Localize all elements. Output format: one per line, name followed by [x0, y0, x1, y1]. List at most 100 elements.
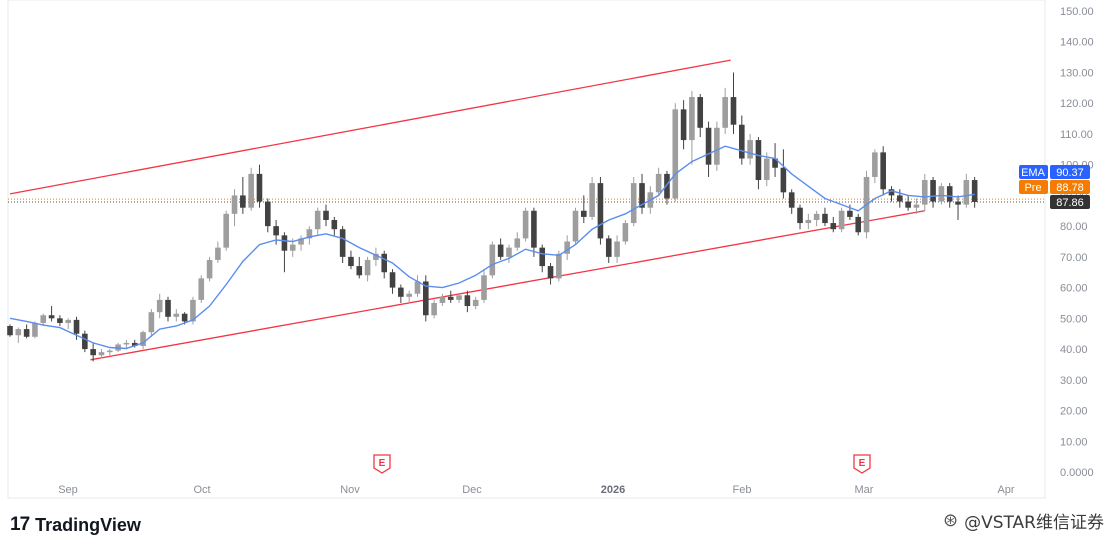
candle-body [223, 213, 230, 248]
y-tick-label: 40.00 [1060, 344, 1088, 356]
candle-body [314, 210, 321, 230]
earnings-marker-shape [853, 454, 871, 474]
candle [930, 176, 936, 208]
candle [855, 213, 862, 236]
candle [348, 250, 354, 270]
candle [231, 189, 238, 227]
candle-body [414, 281, 421, 294]
earnings-marker-label: E [379, 458, 386, 469]
tradingview-logo[interactable]: 17 TradingView [10, 514, 141, 536]
candle-body [963, 180, 970, 205]
candle [805, 213, 812, 230]
lower-channel-line [90, 210, 925, 361]
candle [597, 176, 604, 245]
candle [564, 235, 570, 260]
candle-body [90, 349, 96, 356]
candle [223, 210, 230, 251]
candle-body [389, 272, 396, 288]
candle-body [497, 244, 504, 257]
candle [531, 207, 537, 257]
tradingview-logo-text: TradingView [35, 514, 141, 535]
earnings-marker[interactable]: E [853, 454, 871, 474]
candle [722, 87, 728, 134]
x-tick-label: Dec [462, 484, 482, 496]
ema-tag-label-bg [1019, 165, 1048, 179]
candle-body [481, 275, 487, 300]
price-reference-lines [8, 198, 1045, 203]
candle-body [581, 210, 587, 217]
candle-body [897, 195, 903, 202]
candle-body [755, 140, 762, 181]
candle-body [838, 210, 845, 230]
candle-body [747, 140, 753, 159]
candle-body [289, 244, 296, 251]
candle [755, 137, 762, 190]
earnings-marker[interactable]: E [373, 454, 391, 474]
candle [955, 195, 961, 220]
candle [522, 207, 529, 242]
plot-border [7, 0, 1046, 499]
pre-tag-label-bg [1019, 180, 1048, 194]
candle-body [256, 173, 263, 202]
candle [464, 290, 471, 313]
candle [356, 256, 363, 279]
candle-body [447, 296, 454, 300]
x-tick-label: Sep [58, 484, 78, 496]
candle [57, 315, 63, 327]
candle-body [273, 226, 279, 236]
candle-body [406, 293, 412, 297]
candle-body [364, 259, 371, 276]
candle [98, 349, 105, 359]
candle [256, 164, 263, 208]
price-axis[interactable]: 150.00140.00130.00120.00110.00100.0090.0… [1060, 6, 1094, 479]
candle-body [331, 219, 338, 230]
candle-body [281, 235, 288, 251]
candle-body [739, 124, 745, 159]
candle [398, 284, 404, 303]
candle [431, 299, 437, 319]
candle [314, 207, 321, 236]
y-tick-label: 0.0000 [1060, 467, 1094, 479]
candle [622, 219, 629, 245]
candle [589, 176, 595, 220]
candle-body [872, 152, 878, 177]
candle [605, 235, 612, 264]
candle-body [215, 247, 221, 260]
candle [32, 321, 38, 339]
candle [331, 216, 338, 236]
candle [456, 293, 462, 303]
candle [82, 330, 88, 353]
candle [489, 241, 496, 279]
x-tick-label: 2026 [601, 484, 625, 496]
candle-body [714, 127, 720, 165]
candle-body [763, 158, 770, 181]
candle [672, 103, 679, 202]
candle [156, 293, 163, 319]
candle [364, 256, 371, 282]
candle [897, 189, 903, 208]
time-axis[interactable]: Sep Oct Nov Dec 2026 Feb Mar Apr [58, 484, 1015, 496]
candle-body [348, 256, 354, 267]
candle-body [880, 152, 886, 190]
candle-body [439, 296, 446, 303]
last-price-tag-value-bg [1050, 195, 1090, 209]
candle-body [190, 299, 196, 322]
candle-body [522, 210, 529, 239]
x-tick-label: Mar [855, 484, 874, 496]
candle [581, 195, 587, 224]
earnings-marker-label: E [859, 458, 866, 469]
y-tick-label: 70.00 [1060, 252, 1088, 264]
candle [306, 226, 313, 245]
candle [514, 232, 521, 251]
candle [7, 324, 13, 337]
candle [747, 133, 753, 165]
candle [148, 309, 155, 337]
price-channel [9, 59, 925, 361]
candle-body [356, 266, 363, 276]
candle-body [539, 247, 546, 267]
candle-body [971, 180, 978, 202]
candle [281, 232, 288, 273]
candle-body [306, 229, 313, 239]
